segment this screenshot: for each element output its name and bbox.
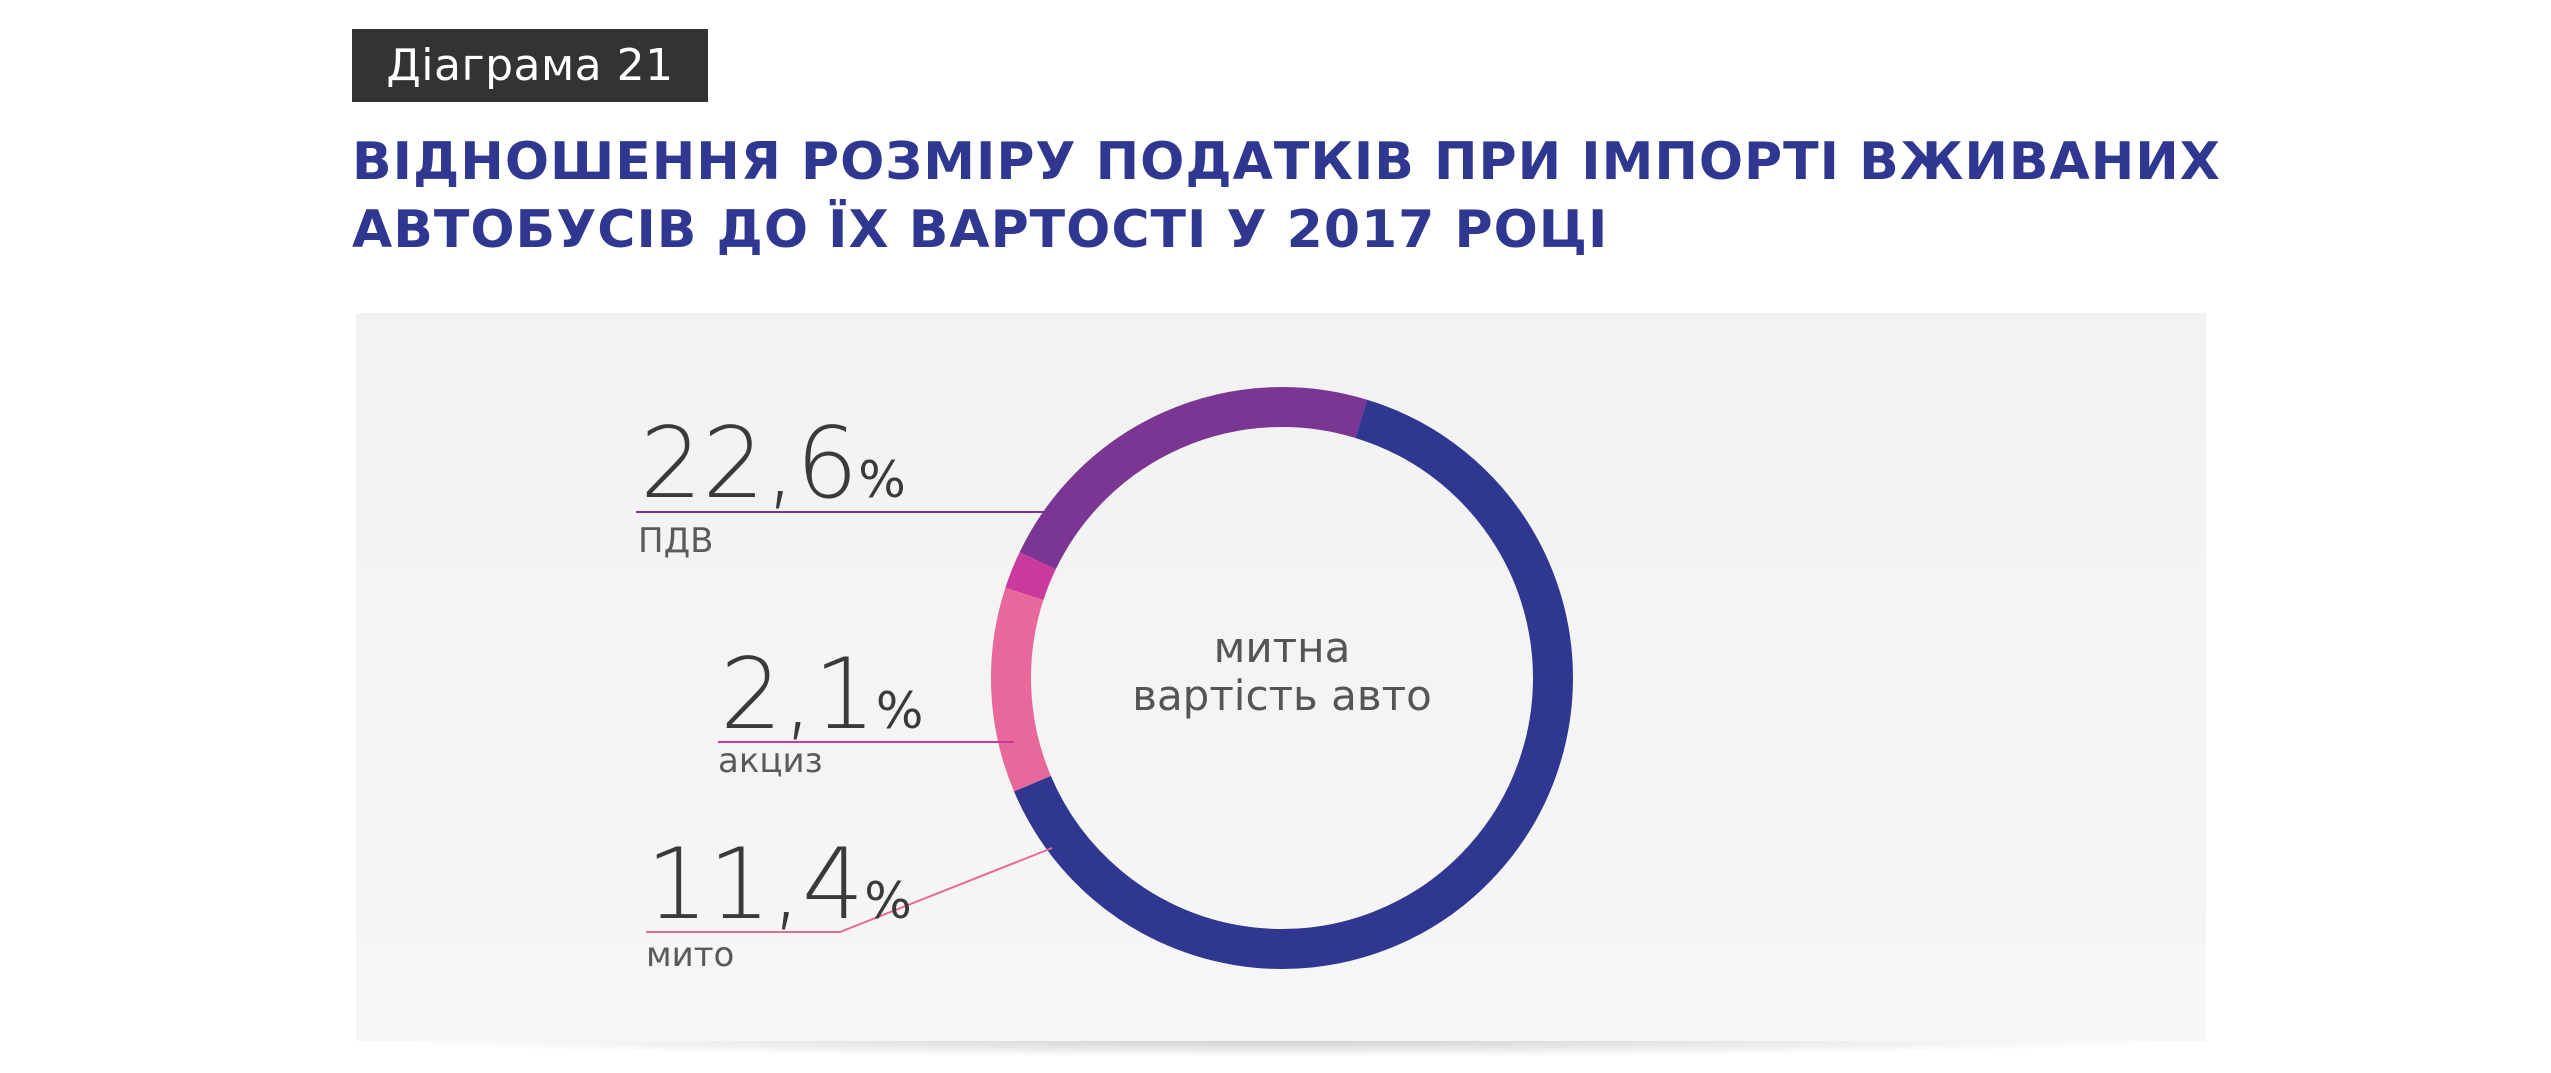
value-label-pdv: 22,6% (640, 407, 906, 521)
chart-panel (356, 313, 2206, 1041)
value-unit-myto: % (864, 872, 912, 930)
diagram-number-badge: Діаграма 21 (352, 29, 708, 102)
donut-ring (991, 387, 1573, 969)
category-label-myto: мито (646, 935, 734, 975)
chart-title: ВІДНОШЕННЯ РОЗМІРУ ПОДАТКІВ ПРИ ІМПОРТІ … (352, 128, 2252, 264)
category-label-pdv: ПДВ (638, 521, 713, 561)
callout-line-myto (646, 847, 1053, 933)
callout-pdv: 22,6% ПДВ (636, 407, 1050, 561)
value-number-akcyz: 2,1 (720, 638, 876, 752)
value-label-myto: 11,4% (646, 828, 912, 942)
value-unit-pdv: % (858, 451, 906, 509)
center-label-line2: вартість авто (1132, 671, 1432, 720)
ring-slice-customs-value (1014, 399, 1573, 969)
ring-slice-pdv (1019, 387, 1368, 570)
ring-slice-myto (991, 587, 1051, 792)
center-label-line1: митна (1214, 623, 1351, 672)
value-unit-akcyz: % (876, 682, 924, 740)
chart-title-line2: АВТОБУСІВ ДО ЇХ ВАРТОСТІ У 2017 РОЦІ (352, 200, 1609, 260)
value-number-myto: 11,4 (646, 828, 864, 942)
callout-myto: 11,4% мито (646, 828, 1053, 975)
value-number-pdv: 22,6 (640, 407, 858, 521)
ring-slice-akcyz (1005, 552, 1056, 601)
chart-panel-shadow (370, 1041, 2190, 1057)
category-label-akcyz: акциз (718, 741, 823, 781)
callout-akcyz: 2,1% акциз (718, 638, 1014, 781)
value-label-akcyz: 2,1% (720, 638, 923, 752)
chart-title-line1: ВІДНОШЕННЯ РОЗМІРУ ПОДАТКІВ ПРИ ІМПОРТІ … (352, 132, 2221, 192)
